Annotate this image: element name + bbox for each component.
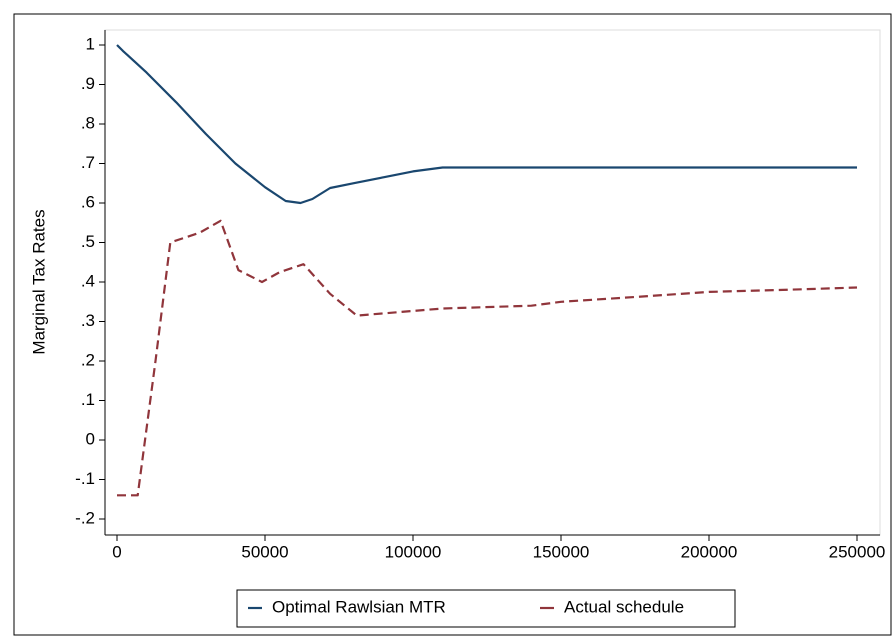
plot-region [104, 29, 881, 536]
x-tick-label: 250000 [829, 542, 886, 561]
y-tick-label: .2 [81, 350, 95, 369]
series-line [117, 219, 858, 497]
y-axis-title: Marginal Tax Rates [29, 209, 48, 354]
y-tick-label: .8 [81, 113, 95, 132]
x-tick-label: 100000 [385, 542, 442, 561]
x-tick-label: 200000 [681, 542, 738, 561]
y-tick-label: -.2 [75, 508, 95, 527]
y-tick-label: -.1 [75, 469, 95, 488]
x-tick-label: 150000 [533, 542, 590, 561]
y-tick-label: .9 [81, 74, 95, 93]
x-tick-label: 50000 [241, 542, 288, 561]
y-tick-label: .1 [81, 390, 95, 409]
legend-box [236, 589, 736, 628]
legend-label: Actual schedule [564, 597, 684, 616]
y-tick-label: .7 [81, 153, 95, 172]
y-tick-label: 1 [86, 34, 95, 53]
y-tick-label: .5 [81, 232, 95, 251]
series-line [116, 44, 857, 205]
y-tick-label: .3 [81, 311, 95, 330]
y-tick-label: .4 [81, 271, 95, 290]
y-tick-label: .6 [81, 192, 95, 211]
legend-label: Optimal Rawlsian MTR [272, 597, 446, 616]
y-tick-label: 0 [86, 429, 95, 448]
x-tick-label: 0 [112, 542, 121, 561]
